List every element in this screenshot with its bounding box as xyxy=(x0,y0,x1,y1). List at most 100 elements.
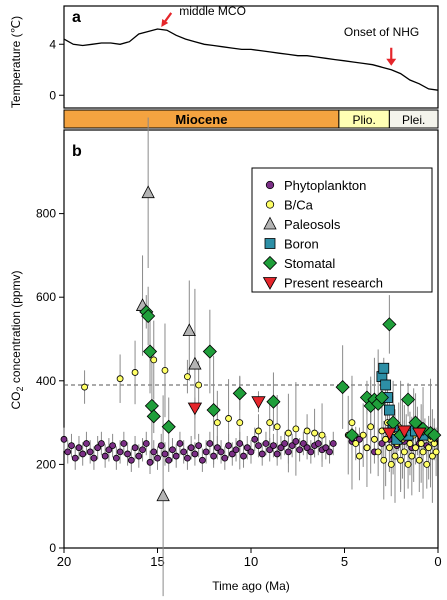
data-point xyxy=(154,454,161,462)
data-point xyxy=(417,440,425,447)
data-point xyxy=(240,452,247,460)
data-point xyxy=(142,440,150,447)
data-point xyxy=(382,427,397,441)
data-point xyxy=(284,429,292,437)
data-point xyxy=(281,440,289,447)
data-point xyxy=(247,448,255,456)
data-point xyxy=(141,185,155,199)
data-point xyxy=(400,448,408,456)
data-point xyxy=(86,448,94,456)
data-point xyxy=(213,419,221,427)
data-point xyxy=(221,454,229,462)
y-tick-label: 800 xyxy=(36,207,56,221)
data-point xyxy=(356,435,363,443)
data-point xyxy=(266,446,274,454)
ylabel-main: CO xyxy=(9,392,23,410)
data-point xyxy=(213,444,221,452)
data-point xyxy=(94,444,102,452)
data-point xyxy=(292,438,300,445)
legend-label: Present research xyxy=(284,276,383,291)
data-point xyxy=(292,425,300,433)
data-point xyxy=(251,435,259,443)
data-point xyxy=(83,440,90,447)
data-point xyxy=(157,442,165,449)
epoch-segment xyxy=(388,109,439,129)
panel-b-y-axis-label: CO2 concentration (ppmv) xyxy=(9,270,25,409)
data-point xyxy=(90,454,98,462)
legend-box xyxy=(251,167,433,293)
data-point xyxy=(81,383,88,391)
data-point xyxy=(270,442,277,449)
data-point xyxy=(79,450,87,458)
data-point xyxy=(195,381,203,389)
data-point xyxy=(335,380,350,395)
data-point xyxy=(232,386,247,401)
data-point xyxy=(105,446,113,454)
data-point xyxy=(296,446,304,454)
legend: Phytoplankton B/Ca Paleosols Boron Stomatal P… xyxy=(262,178,383,291)
data-point xyxy=(202,448,210,456)
data-point xyxy=(150,356,158,364)
data-point xyxy=(356,452,363,460)
data-point xyxy=(378,440,386,447)
data-point xyxy=(374,448,382,456)
data-point xyxy=(131,369,139,376)
data-point xyxy=(314,440,322,447)
data-point xyxy=(142,344,158,359)
data-point xyxy=(415,456,423,464)
legend-marker xyxy=(263,216,277,230)
data-point xyxy=(161,450,169,458)
data-point xyxy=(243,444,251,452)
data-point xyxy=(425,444,433,452)
data-point xyxy=(273,423,281,431)
data-point xyxy=(184,454,191,462)
data-point xyxy=(367,423,375,431)
data-point xyxy=(135,452,143,460)
panel-b-axes: 0 200 400 600 800 20 15 10 5 0 xyxy=(36,207,442,569)
data-point xyxy=(101,452,109,460)
data-point xyxy=(277,444,285,452)
data-point xyxy=(116,448,124,456)
data-point xyxy=(169,446,176,454)
data-point xyxy=(273,450,281,458)
data-point xyxy=(120,440,128,447)
data-point xyxy=(191,450,199,458)
data-point xyxy=(165,456,173,464)
panel-a-frame xyxy=(63,5,439,109)
data-point xyxy=(180,448,188,456)
data-point xyxy=(75,444,83,452)
data-point xyxy=(397,456,405,464)
panel-b-x-axis-label: Time ago (Ma) xyxy=(212,579,290,593)
legend-marker xyxy=(264,238,276,249)
scatter-points xyxy=(60,185,442,502)
data-point xyxy=(206,402,221,418)
data-point xyxy=(401,392,416,407)
x-tick-label: 10 xyxy=(244,554,258,569)
data-point xyxy=(98,440,105,447)
data-point xyxy=(380,379,392,391)
legend-label: Boron xyxy=(284,237,319,252)
data-point xyxy=(266,394,281,409)
legend-marker xyxy=(265,200,275,209)
data-point xyxy=(387,460,395,468)
data-point xyxy=(419,448,427,456)
data-point xyxy=(202,344,217,359)
data-point xyxy=(382,435,390,443)
data-point xyxy=(432,448,440,456)
data-point xyxy=(348,419,356,427)
panel-a-y-axis-label: Temperature (℃) xyxy=(9,16,23,108)
data-point xyxy=(408,452,416,460)
data-point xyxy=(206,440,214,447)
data-point xyxy=(326,448,333,456)
data-point xyxy=(258,450,266,458)
data-point xyxy=(217,448,225,456)
data-point xyxy=(141,308,156,324)
data-point xyxy=(371,435,378,443)
legend-label: Phytoplankton xyxy=(284,178,366,193)
data-point xyxy=(188,356,202,370)
data-point xyxy=(311,429,318,437)
data-point xyxy=(184,373,191,381)
data-point xyxy=(156,488,170,502)
data-point xyxy=(303,427,311,435)
data-point xyxy=(131,444,139,452)
